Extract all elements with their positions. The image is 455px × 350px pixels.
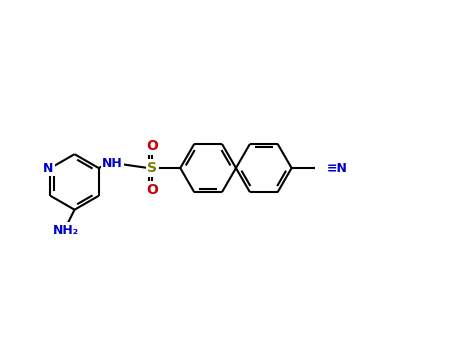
Text: S: S — [147, 161, 157, 175]
Text: N: N — [43, 162, 54, 175]
Text: NH₂: NH₂ — [53, 224, 79, 237]
Text: O: O — [147, 183, 158, 197]
Text: ≡N: ≡N — [327, 162, 348, 175]
Text: NH: NH — [102, 158, 123, 170]
Text: O: O — [147, 139, 158, 153]
